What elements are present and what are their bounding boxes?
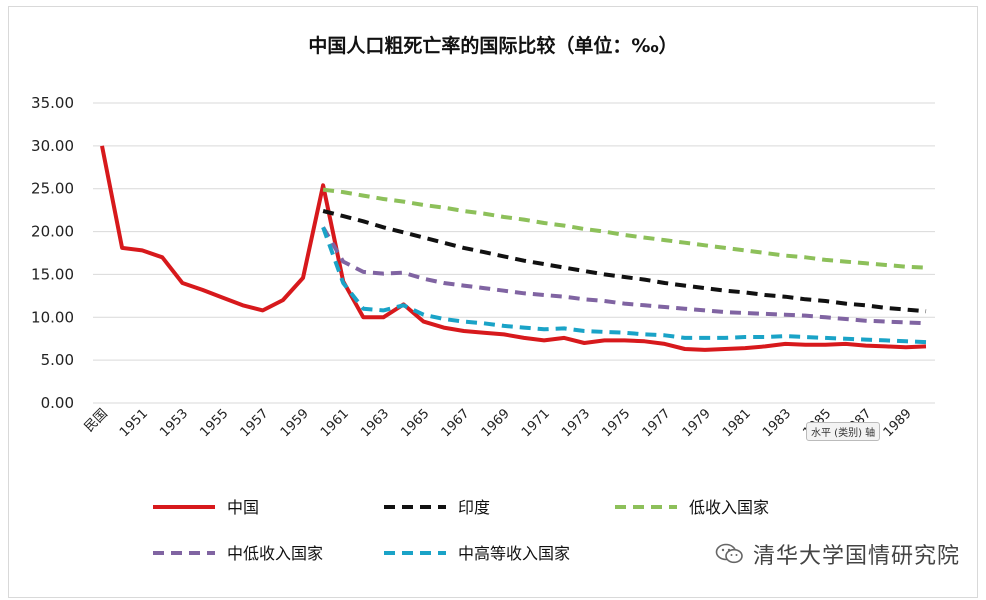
- y-tick-label: 15.00: [31, 265, 74, 283]
- x-tick-label: 1967: [439, 406, 473, 440]
- y-tick-label: 20.00: [31, 223, 74, 241]
- y-tick-label: 10.00: [31, 308, 74, 326]
- x-tick-label: 1973: [559, 406, 593, 440]
- series-lines: [100, 145, 927, 352]
- x-tick-label: 1971: [519, 406, 553, 440]
- x-tick-label: 1953: [157, 406, 191, 440]
- series-line-2: [322, 187, 927, 270]
- legend-label-3: 中低收入国家: [227, 544, 323, 563]
- watermark: 清华大学国情研究院: [715, 538, 960, 570]
- wechat-icon: [715, 543, 743, 564]
- legend-label-4: 中高等收入国家: [458, 544, 570, 563]
- y-tick-label: 25.00: [31, 180, 74, 198]
- x-tick-label: 1975: [599, 406, 633, 440]
- x-tick-label: 1969: [479, 406, 513, 440]
- legend-label-2: 低收入国家: [689, 498, 769, 517]
- x-tick-label: 1961: [318, 406, 352, 440]
- legend-label-0: 中国: [227, 498, 259, 517]
- x-tick-label: 民国: [82, 406, 111, 435]
- series-line-0: [100, 145, 927, 352]
- legend-label-1: 印度: [458, 498, 490, 517]
- x-tick-label: 1981: [720, 406, 754, 440]
- x-tick-label: 1979: [680, 406, 714, 440]
- x-tick-label: 1983: [760, 406, 794, 440]
- series-line-4: [321, 226, 927, 345]
- x-tick-label: 1955: [197, 406, 231, 440]
- grid: [93, 102, 935, 404]
- x-axis: 民国 1951 1953 1955 1957 1959 1961 1963 1965 1967 19…: [82, 406, 915, 440]
- series-line-1: [322, 209, 927, 314]
- chart-frame: [8, 6, 978, 598]
- axis-tooltip: 水平 (类别) 轴: [806, 422, 881, 441]
- x-tick-label: 1963: [358, 406, 392, 440]
- y-tick-label: 30.00: [31, 137, 74, 155]
- y-axis: 35.00 30.00 25.00 20.00 15.00 10.00 5.00 0.00: [31, 94, 74, 412]
- x-tick-label: 1965: [398, 406, 432, 440]
- y-tick-label: 35.00: [31, 94, 74, 112]
- x-tick-label: 1989: [881, 406, 915, 440]
- x-tick-label: 1951: [117, 406, 151, 440]
- series-line-3: [321, 226, 927, 326]
- x-tick-label: 1959: [278, 406, 312, 440]
- watermark-text: 清华大学国情研究院: [752, 544, 960, 569]
- x-tick-label: 1977: [640, 406, 674, 440]
- chart-title: 中国人口粗死亡率的国际比较（单位：‰）: [308, 34, 677, 57]
- x-tick-label: 1957: [238, 406, 272, 440]
- y-tick-label: 5.00: [41, 351, 74, 369]
- y-tick-label: 0.00: [41, 394, 74, 412]
